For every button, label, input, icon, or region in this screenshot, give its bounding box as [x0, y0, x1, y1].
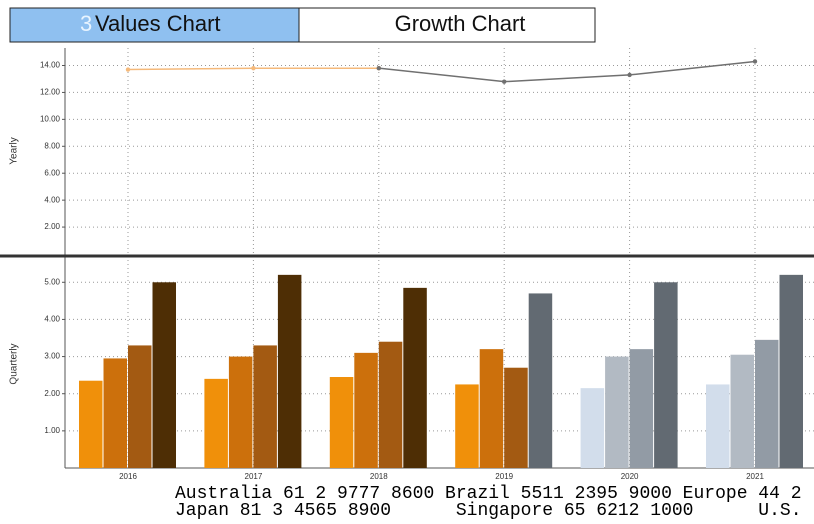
y-tick-label: 5.00	[44, 277, 60, 286]
point	[125, 67, 131, 72]
y-tick-label: 8.00	[44, 141, 60, 150]
bar	[228, 356, 253, 468]
bar	[204, 378, 228, 468]
y-tick-label: 12.00	[40, 88, 61, 97]
footer-line: Japan 81 3 4565 8900 Singapore 65 6212 1…	[175, 501, 802, 519]
x-tick-label: 2018	[370, 472, 388, 481]
y-tick-label: 1.00	[44, 426, 60, 435]
point	[752, 59, 758, 64]
tab-hotkey: 3	[80, 11, 92, 36]
bar	[329, 377, 354, 468]
y-tick-label: 4.00	[44, 315, 60, 324]
bar	[403, 287, 427, 468]
bar	[779, 274, 803, 468]
y-tick-label: 10.00	[40, 114, 61, 123]
bar	[706, 384, 730, 468]
bar	[378, 341, 403, 468]
point	[627, 72, 632, 78]
bar	[455, 384, 479, 468]
bar	[354, 352, 378, 468]
y-tick-label: 14.00	[40, 61, 61, 70]
bar	[755, 339, 779, 468]
bar	[730, 354, 754, 468]
bar	[152, 282, 176, 468]
bar	[528, 293, 553, 468]
bar	[605, 356, 629, 468]
bar	[479, 349, 504, 468]
point	[376, 65, 381, 71]
bar	[629, 349, 654, 468]
y-tick-label: 4.00	[44, 195, 60, 204]
tab-active[interactable]	[9, 7, 300, 43]
x-tick-label: 2020	[621, 472, 639, 481]
y-tick-label: 3.00	[44, 352, 60, 361]
bar	[654, 282, 678, 468]
y-tick-label: 2.00	[44, 389, 60, 398]
point	[251, 65, 256, 71]
y-axis-title: Quarterly	[9, 343, 20, 384]
bar	[128, 345, 152, 468]
point	[502, 79, 507, 84]
bar	[504, 367, 528, 468]
y-tick-label: 2.00	[44, 222, 60, 231]
tab-label[interactable]: Growth Chart	[395, 11, 526, 36]
x-tick-label: 2016	[119, 472, 137, 481]
y-tick-label: 6.00	[44, 168, 60, 177]
bar	[277, 274, 302, 468]
tab-label[interactable]: Values Chart	[95, 11, 221, 36]
x-tick-label: 2019	[495, 472, 513, 481]
footer-line: Australia 61 2 9777 8600 Brazil 5511 239…	[175, 484, 802, 504]
bar	[253, 345, 277, 468]
x-tick-label: 2017	[245, 472, 263, 481]
tab[interactable]	[298, 7, 596, 43]
bar	[580, 388, 605, 468]
y-axis-title: Yearly	[9, 137, 20, 164]
line	[378, 60, 756, 83]
bar	[79, 380, 103, 468]
bar	[103, 358, 127, 468]
x-tick-label: 2021	[746, 472, 764, 481]
